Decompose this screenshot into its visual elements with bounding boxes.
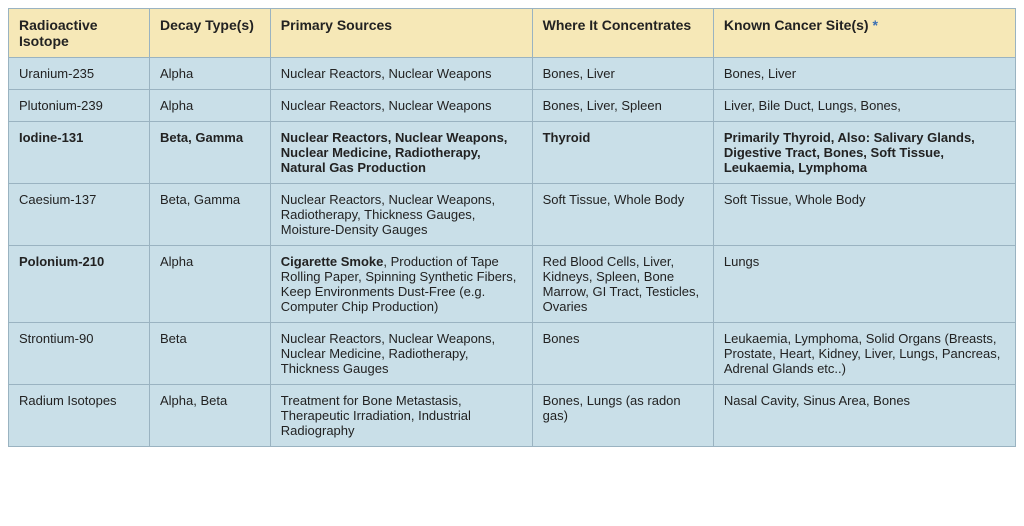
table-cell: Liver, Bile Duct, Lungs, Bones,: [713, 90, 1015, 122]
table-cell-text: Lungs: [724, 254, 759, 269]
table-cell-text: Strontium-90: [19, 331, 93, 346]
table-cell-text: Nuclear Reactors, Nuclear Weapons, Nucle…: [281, 130, 508, 175]
table-cell: Beta, Gamma: [149, 122, 270, 184]
column-header: Where It Concentrates: [532, 9, 713, 58]
table-cell: Alpha, Beta: [149, 385, 270, 447]
table-cell-text: Plutonium-239: [19, 98, 103, 113]
table-cell: Alpha: [149, 90, 270, 122]
table-cell-text: Bones, Liver: [724, 66, 796, 81]
table-cell-text: Thyroid: [543, 130, 591, 145]
table-cell: Uranium-235: [9, 58, 150, 90]
column-header: Known Cancer Site(s) *: [713, 9, 1015, 58]
table-row: Strontium-90 Beta Nuclear Reactors, Nuclea…: [9, 323, 1016, 385]
table-row: Caesium-137 Beta, Gamma Nuclear Reactors, …: [9, 184, 1016, 246]
table-cell-text: Nuclear Reactors, Nuclear Weapons: [281, 66, 492, 81]
table-cell: Radium Isotopes: [9, 385, 150, 447]
table-cell: Nuclear Reactors, Nuclear Weapons, Nucle…: [270, 122, 532, 184]
table-cell-text: Nuclear Reactors, Nuclear Weapons, Radio…: [281, 192, 495, 237]
column-header: Radioactive Isotope: [9, 9, 150, 58]
table-row: Plutonium-239 Alpha Nuclear Reactors, Nucl…: [9, 90, 1016, 122]
table-cell-text: Red Blood Cells, Liver, Kidneys, Spleen,…: [543, 254, 700, 314]
table-cell: Bones, Liver: [713, 58, 1015, 90]
table-cell: Iodine-131: [9, 122, 150, 184]
table-cell-text: Radium Isotopes: [19, 393, 117, 408]
table-cell: Bones, Liver: [532, 58, 713, 90]
table-cell-text: Primarily Thyroid, Also: Salivary Glands…: [724, 130, 975, 175]
column-header: Primary Sources: [270, 9, 532, 58]
table-cell-text-bold: Cigarette Smoke: [281, 254, 384, 269]
table-cell-text: Soft Tissue, Whole Body: [724, 192, 866, 207]
table-cell-text: Beta, Gamma: [160, 192, 240, 207]
table-cell-text: Alpha: [160, 254, 193, 269]
table-cell-text: Alpha, Beta: [160, 393, 227, 408]
table-row: Polonium-210 Alpha Cigarette Smoke, Produc…: [9, 246, 1016, 323]
table-cell-text: Bones, Lungs (as radon gas): [543, 393, 681, 423]
table-cell: Nuclear Reactors, Nuclear Weapons: [270, 90, 532, 122]
table-cell: Cigarette Smoke, Production of Tape Roll…: [270, 246, 532, 323]
table-cell: Treatment for Bone Metastasis, Therapeut…: [270, 385, 532, 447]
table-header: Radioactive Isotope Decay Type(s) Primary …: [9, 9, 1016, 58]
table-cell: Primarily Thyroid, Also: Salivary Glands…: [713, 122, 1015, 184]
table-row: Radium Isotopes Alpha, Beta Treatment for …: [9, 385, 1016, 447]
table-cell-text: Nasal Cavity, Sinus Area, Bones: [724, 393, 910, 408]
footnote-asterisk: *: [872, 17, 877, 33]
column-header-label: Known Cancer Site(s): [724, 17, 869, 33]
table-cell: Strontium-90: [9, 323, 150, 385]
table-cell-text: Treatment for Bone Metastasis, Therapeut…: [281, 393, 471, 438]
table-cell: Alpha: [149, 58, 270, 90]
table-cell: Beta, Gamma: [149, 184, 270, 246]
table-cell: Bones: [532, 323, 713, 385]
column-header: Decay Type(s): [149, 9, 270, 58]
table-cell: Alpha: [149, 246, 270, 323]
column-header-label: Where It Concentrates: [543, 17, 692, 33]
table-cell-text: Polonium-210: [19, 254, 104, 269]
table-cell-text: Beta, Gamma: [160, 130, 243, 145]
table-cell: Lungs: [713, 246, 1015, 323]
header-row: Radioactive Isotope Decay Type(s) Primary …: [9, 9, 1016, 58]
table-cell: Polonium-210: [9, 246, 150, 323]
table-body: Uranium-235 Alpha Nuclear Reactors, Nuclea…: [9, 58, 1016, 447]
table-cell-text: Uranium-235: [19, 66, 94, 81]
table-cell-text: Iodine-131: [19, 130, 83, 145]
column-header-label: Radioactive Isotope: [19, 17, 98, 49]
table-cell: Nasal Cavity, Sinus Area, Bones: [713, 385, 1015, 447]
column-header-label: Primary Sources: [281, 17, 392, 33]
table-cell: Leukaemia, Lymphoma, Solid Organs (Breas…: [713, 323, 1015, 385]
table-cell: Nuclear Reactors, Nuclear Weapons: [270, 58, 532, 90]
table-cell-text: Caesium-137: [19, 192, 96, 207]
table-cell-text: Nuclear Reactors, Nuclear Weapons, Nucle…: [281, 331, 495, 376]
table-cell-text: Bones, Liver: [543, 66, 615, 81]
table-cell: Red Blood Cells, Liver, Kidneys, Spleen,…: [532, 246, 713, 323]
table-cell-text: Nuclear Reactors, Nuclear Weapons: [281, 98, 492, 113]
table-cell-text: Alpha: [160, 66, 193, 81]
table-cell: Caesium-137: [9, 184, 150, 246]
table-cell: Plutonium-239: [9, 90, 150, 122]
table-cell: Bones, Lungs (as radon gas): [532, 385, 713, 447]
table-cell: Thyroid: [532, 122, 713, 184]
table-row: Iodine-131 Beta, Gamma Nuclear Reactors, N…: [9, 122, 1016, 184]
column-header-label: Decay Type(s): [160, 17, 254, 33]
table-cell: Nuclear Reactors, Nuclear Weapons, Radio…: [270, 184, 532, 246]
table-cell: Soft Tissue, Whole Body: [532, 184, 713, 246]
table-cell-text: Liver, Bile Duct, Lungs, Bones,: [724, 98, 901, 113]
table-cell-text: Bones: [543, 331, 580, 346]
table-cell: Bones, Liver, Spleen: [532, 90, 713, 122]
table-cell-text: Beta: [160, 331, 187, 346]
table-row: Uranium-235 Alpha Nuclear Reactors, Nuclea…: [9, 58, 1016, 90]
table-cell-text: Soft Tissue, Whole Body: [543, 192, 685, 207]
table-cell-text: Alpha: [160, 98, 193, 113]
table-cell-text: Bones, Liver, Spleen: [543, 98, 662, 113]
table-cell: Nuclear Reactors, Nuclear Weapons, Nucle…: [270, 323, 532, 385]
table-cell: Beta: [149, 323, 270, 385]
table-cell-text: Leukaemia, Lymphoma, Solid Organs (Breas…: [724, 331, 1001, 376]
table-cell: Soft Tissue, Whole Body: [713, 184, 1015, 246]
isotope-table: Radioactive Isotope Decay Type(s) Primary …: [8, 8, 1016, 447]
